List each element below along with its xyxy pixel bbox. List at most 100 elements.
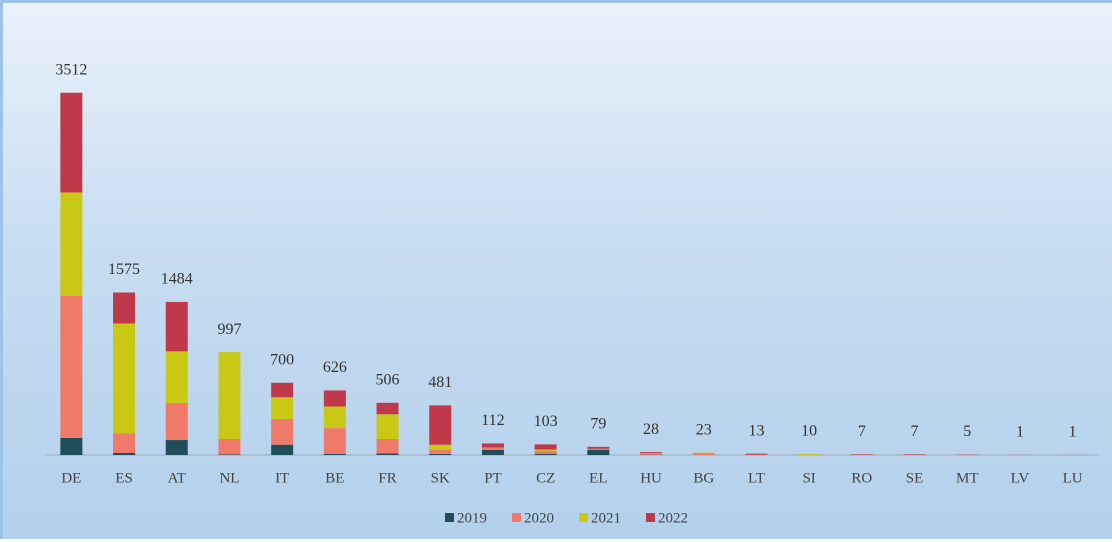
x-tick-label: AT bbox=[168, 470, 186, 486]
total-label: 7 bbox=[858, 423, 866, 440]
x-tick-label: LT bbox=[748, 470, 765, 486]
bar-segment bbox=[218, 454, 240, 455]
bar-segment bbox=[113, 433, 135, 453]
bar-segment bbox=[482, 448, 504, 450]
bar-segment bbox=[324, 454, 346, 455]
bar-segment bbox=[113, 323, 135, 433]
bar-segment bbox=[587, 447, 609, 449]
bar-segment bbox=[60, 296, 82, 438]
total-label: 481 bbox=[428, 374, 452, 391]
bar-segment bbox=[535, 451, 557, 454]
bar-segment bbox=[535, 454, 557, 455]
bar-segment bbox=[640, 454, 662, 455]
bar-segment bbox=[587, 450, 609, 455]
bar-segment bbox=[271, 419, 293, 445]
bar-segment bbox=[324, 428, 346, 454]
total-label: 700 bbox=[270, 351, 294, 368]
bar-segment bbox=[693, 453, 715, 454]
bar-segment bbox=[60, 192, 82, 295]
bar-segment bbox=[218, 439, 240, 454]
bar-segment bbox=[166, 302, 188, 351]
bar-segment bbox=[166, 403, 188, 440]
total-label: 7 bbox=[911, 423, 919, 440]
total-label: 28 bbox=[643, 421, 659, 438]
bar-segment bbox=[218, 352, 240, 439]
total-label: 112 bbox=[481, 412, 504, 429]
chart: 3512 DE 1575 ES 1484 AT 997 NL 700 IT 626 BE 506 FR 48… bbox=[3, 3, 1112, 542]
total-label: 1 bbox=[1016, 424, 1024, 441]
legend-swatch bbox=[512, 513, 521, 522]
bar-segment bbox=[377, 453, 399, 455]
bar-segment bbox=[640, 453, 662, 454]
bar-segment bbox=[271, 397, 293, 419]
legend-swatch bbox=[646, 513, 655, 522]
bar-segment bbox=[324, 407, 346, 429]
bar-segment bbox=[904, 454, 926, 455]
total-label: 1484 bbox=[161, 271, 193, 288]
bar-segment bbox=[166, 440, 188, 455]
total-label: 10 bbox=[801, 423, 817, 440]
bar-segment bbox=[798, 454, 820, 455]
x-tick-label: PT bbox=[484, 470, 502, 486]
x-tick-label: RO bbox=[851, 470, 872, 486]
bar-segment bbox=[377, 414, 399, 439]
x-tick-label: NL bbox=[219, 470, 239, 486]
bar-segment bbox=[745, 454, 767, 455]
bar-segment bbox=[429, 454, 451, 455]
total-label: 103 bbox=[534, 413, 558, 430]
bar-segment bbox=[482, 450, 504, 455]
legend-label: 2021 bbox=[591, 510, 621, 526]
x-tick-label: CZ bbox=[536, 470, 555, 486]
bar-segment bbox=[482, 443, 504, 447]
legend-swatch bbox=[445, 513, 454, 522]
x-tick-label: SI bbox=[802, 470, 815, 486]
x-tick-label: LV bbox=[1011, 470, 1030, 486]
bar-segment bbox=[535, 450, 557, 451]
bar-segment bbox=[429, 405, 451, 444]
bar-segment bbox=[113, 293, 135, 324]
legend-label: 2019 bbox=[457, 510, 487, 526]
total-label: 1575 bbox=[108, 261, 140, 278]
legend-swatch bbox=[579, 513, 588, 522]
x-tick-label: LU bbox=[1063, 470, 1083, 486]
bar-segment bbox=[60, 438, 82, 455]
bar-segment bbox=[377, 439, 399, 453]
total-label: 626 bbox=[323, 359, 347, 376]
bar-segment bbox=[587, 449, 609, 450]
bar-segment bbox=[377, 403, 399, 414]
bar-segment bbox=[429, 445, 451, 450]
total-label: 506 bbox=[376, 371, 400, 388]
x-tick-label: BE bbox=[325, 470, 344, 486]
bar-segment bbox=[640, 452, 662, 453]
legend-label: 2022 bbox=[658, 510, 688, 526]
x-tick-label: SE bbox=[906, 470, 924, 486]
x-tick-label: EL bbox=[589, 470, 607, 486]
x-tick-label: MT bbox=[956, 470, 979, 486]
bar-segment bbox=[166, 351, 188, 403]
total-label: 23 bbox=[696, 421, 712, 438]
total-label: 1 bbox=[1069, 424, 1077, 441]
bar-segment bbox=[60, 93, 82, 193]
x-tick-label: HU bbox=[640, 470, 662, 486]
x-tick-label: IT bbox=[275, 470, 289, 486]
bar-segment bbox=[271, 383, 293, 397]
x-tick-label: SK bbox=[431, 470, 450, 486]
x-tick-label: ES bbox=[115, 470, 133, 486]
total-label: 3512 bbox=[55, 61, 87, 78]
bar-segment bbox=[693, 453, 715, 455]
bar-segment bbox=[113, 453, 135, 455]
total-label: 997 bbox=[217, 321, 241, 338]
bar-segment bbox=[324, 390, 346, 406]
bar-segment bbox=[429, 450, 451, 454]
total-label: 79 bbox=[590, 416, 606, 433]
bar-segment bbox=[535, 444, 557, 449]
x-tick-label: BG bbox=[693, 470, 714, 486]
total-label: 13 bbox=[748, 422, 764, 439]
x-tick-label: FR bbox=[378, 470, 396, 486]
x-tick-label: DE bbox=[61, 470, 81, 486]
total-label: 5 bbox=[963, 423, 971, 440]
legend-label: 2020 bbox=[524, 510, 554, 526]
bar-segment bbox=[271, 445, 293, 455]
bar-segment bbox=[851, 454, 873, 455]
